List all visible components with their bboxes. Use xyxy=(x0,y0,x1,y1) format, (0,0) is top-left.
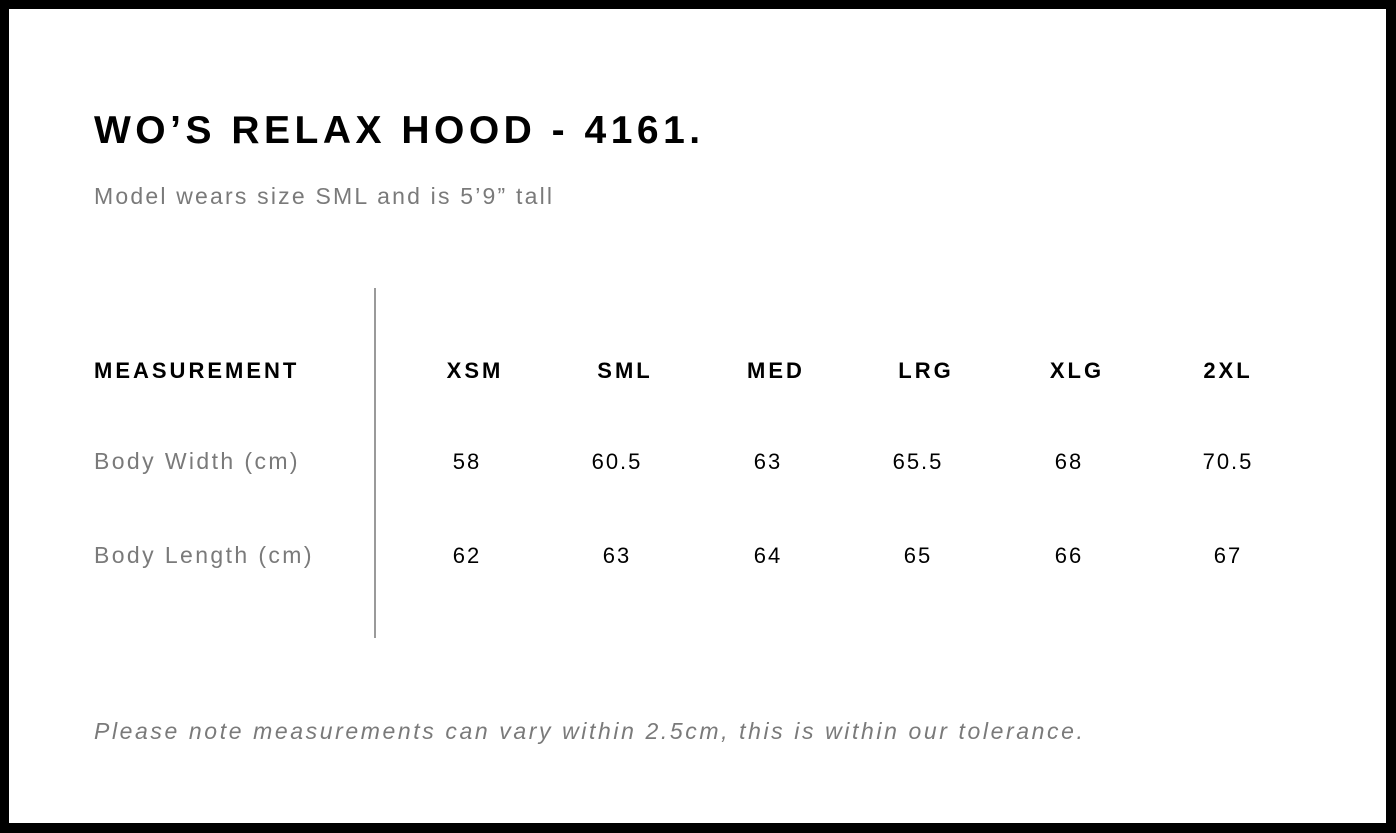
row-label: Body Width (cm) xyxy=(94,448,300,474)
table-cell: 60.5 xyxy=(591,449,643,474)
table-cell: 65 xyxy=(903,543,933,568)
model-info: Model wears size SML and is 5’9” tall xyxy=(94,183,555,209)
table-cell: 63 xyxy=(753,449,783,474)
table-cell: 58 xyxy=(452,449,482,474)
page-title: WO’S RELAX HOOD - 4161. xyxy=(94,109,705,152)
measurement-header: MEASUREMENT xyxy=(94,358,300,383)
tolerance-note: Please note measurements can vary within… xyxy=(94,718,1086,744)
size-chart-card: WO’S RELAX HOOD - 4161. Model wears size… xyxy=(9,9,1386,823)
table-cell: 62 xyxy=(452,543,482,568)
table-cell: 70.5 xyxy=(1202,449,1254,474)
table-cell: 64 xyxy=(753,543,783,568)
size-header-sml: SML xyxy=(597,358,653,383)
size-header-xlg: XLG xyxy=(1049,358,1105,383)
size-header-lrg: LRG xyxy=(898,358,954,383)
size-header-xsm: XSM xyxy=(446,358,504,383)
size-header-2xl: 2XL xyxy=(1203,358,1253,383)
table-cell: 65.5 xyxy=(892,449,944,474)
row-label: Body Length (cm) xyxy=(94,542,314,568)
table-cell: 66 xyxy=(1054,543,1084,568)
table-cell: 68 xyxy=(1054,449,1084,474)
column-divider xyxy=(374,288,376,638)
table-cell: 67 xyxy=(1213,543,1243,568)
table-cell: 63 xyxy=(602,543,632,568)
size-header-med: MED xyxy=(747,358,805,383)
